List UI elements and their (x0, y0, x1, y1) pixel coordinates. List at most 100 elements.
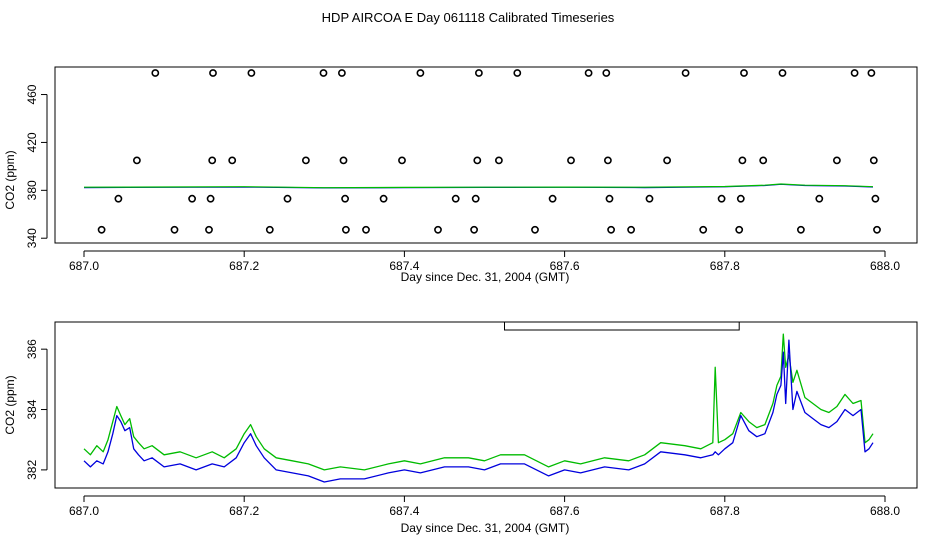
calibration-point (283, 194, 292, 203)
calibration-point (451, 194, 460, 203)
calibration-point (735, 225, 744, 234)
calibration-point (341, 225, 350, 234)
calibration-point (337, 69, 346, 77)
calibration-point (833, 156, 841, 165)
calibration-point (151, 69, 160, 77)
page-title: HDP AIRCOA E Day 061118 Calibrated Times… (322, 10, 615, 25)
calibration-point (434, 225, 442, 234)
calibration-point (759, 156, 768, 165)
x-tick-label: 687.2 (229, 259, 259, 273)
calibration-point (170, 225, 179, 234)
calibration-point (584, 69, 593, 77)
calibration-point (627, 225, 635, 234)
x-tick-label: 687.6 (550, 259, 580, 273)
calibration-point (114, 194, 123, 203)
calibration-point (208, 156, 217, 165)
calibration-point (474, 69, 483, 77)
series-bottom (83, 333, 874, 483)
calibration-point (602, 69, 611, 77)
panel-timeseries: 687.0 687.2 687.4 687.6 687.8 688.0 382 384 386… (3, 321, 918, 535)
calibration-point (473, 156, 482, 165)
calibration-point (339, 156, 348, 165)
calibration-point (717, 194, 726, 203)
calibration-point (494, 156, 503, 165)
calibration-point (869, 156, 878, 165)
calibration-point (188, 194, 196, 203)
calibration-point (319, 69, 328, 77)
calibration-point (605, 194, 614, 203)
calibration-point (471, 194, 480, 203)
calibration-point (265, 225, 274, 234)
x-tick-label: 687.4 (389, 504, 419, 518)
calibration-point (699, 225, 708, 234)
calibration-point (873, 225, 881, 234)
y-tick-label: 382 (25, 460, 39, 480)
x-axis-bottom: 687.0 687.2 687.4 687.6 687.8 688.0 (69, 495, 900, 518)
y-axis-label-bottom: CO2 (ppm) (3, 375, 17, 434)
calibration-point (209, 69, 217, 77)
calibration-point (815, 194, 824, 203)
calibration-point (398, 156, 406, 165)
legend-box (504, 321, 740, 331)
x-tick-label: 687.8 (710, 259, 740, 273)
calibration-point (663, 156, 671, 165)
calibration-point (301, 156, 310, 165)
series-top (83, 69, 881, 234)
series-line-co2-green (83, 333, 874, 471)
calibration-point (850, 69, 859, 77)
x-tick-label: 687.2 (229, 504, 259, 518)
calibration-point (470, 225, 478, 234)
calibration-point (205, 225, 213, 234)
calibration-point (362, 225, 370, 234)
x-tick-label: 687.0 (69, 259, 99, 273)
y-axis-label-top: CO2 (ppm) (3, 150, 17, 209)
calibration-point (738, 156, 747, 165)
y-tick-label: 386 (25, 339, 39, 359)
y-axis-bottom: 382 384 386 (25, 339, 48, 480)
series-line-co2-green (83, 183, 874, 189)
calibration-point (740, 69, 748, 77)
y-axis-top: 340 380 420 460 (25, 84, 48, 248)
x-tick-label: 687.4 (389, 259, 419, 273)
y-tick-label: 420 (25, 132, 39, 152)
x-tick-label: 687.8 (710, 504, 740, 518)
y-tick-label: 460 (25, 84, 39, 104)
calibration-point (867, 69, 876, 77)
y-tick-label: 384 (25, 399, 39, 419)
x-axis-top: 687.0 687.2 687.4 687.6 687.8 688.0 (69, 250, 900, 273)
y-tick-label: 380 (25, 180, 39, 200)
calibration-point (247, 69, 256, 77)
calibration-point (531, 225, 539, 234)
calibration-point (567, 156, 575, 165)
x-tick-label: 688.0 (870, 259, 900, 273)
calibration-point (797, 225, 805, 234)
calibration-point (607, 225, 615, 234)
calibration-point (513, 69, 522, 77)
calibration-point (645, 194, 654, 203)
calibration-point (871, 194, 880, 203)
series-line-co2-blue (83, 339, 874, 483)
calibration-point (778, 69, 787, 77)
calibration-point (228, 156, 237, 165)
calibration-point (548, 194, 557, 203)
y-tick-label: 340 (25, 228, 39, 248)
panel-calibration: 687.0 687.2 687.4 687.6 687.8 688.0 340 380 420… (3, 66, 918, 284)
calibration-point (604, 156, 612, 165)
calibration-point (681, 69, 690, 77)
calibration-point (97, 225, 106, 234)
x-tick-label: 687.6 (550, 504, 580, 518)
x-tick-label: 688.0 (870, 504, 900, 518)
plot-frame-bottom (54, 321, 918, 489)
calibration-point (736, 194, 745, 203)
calibration-point (416, 69, 425, 77)
x-axis-label-top: Day since Dec. 31, 2004 (GMT) (401, 270, 570, 284)
x-tick-label: 687.0 (69, 504, 99, 518)
calibration-point (379, 194, 388, 203)
plot-frame-top (54, 66, 918, 244)
x-axis-label-bottom: Day since Dec. 31, 2004 (GMT) (401, 521, 570, 535)
calibration-point (206, 194, 215, 203)
calibration-point (132, 156, 141, 165)
legend-frame (504, 321, 740, 331)
